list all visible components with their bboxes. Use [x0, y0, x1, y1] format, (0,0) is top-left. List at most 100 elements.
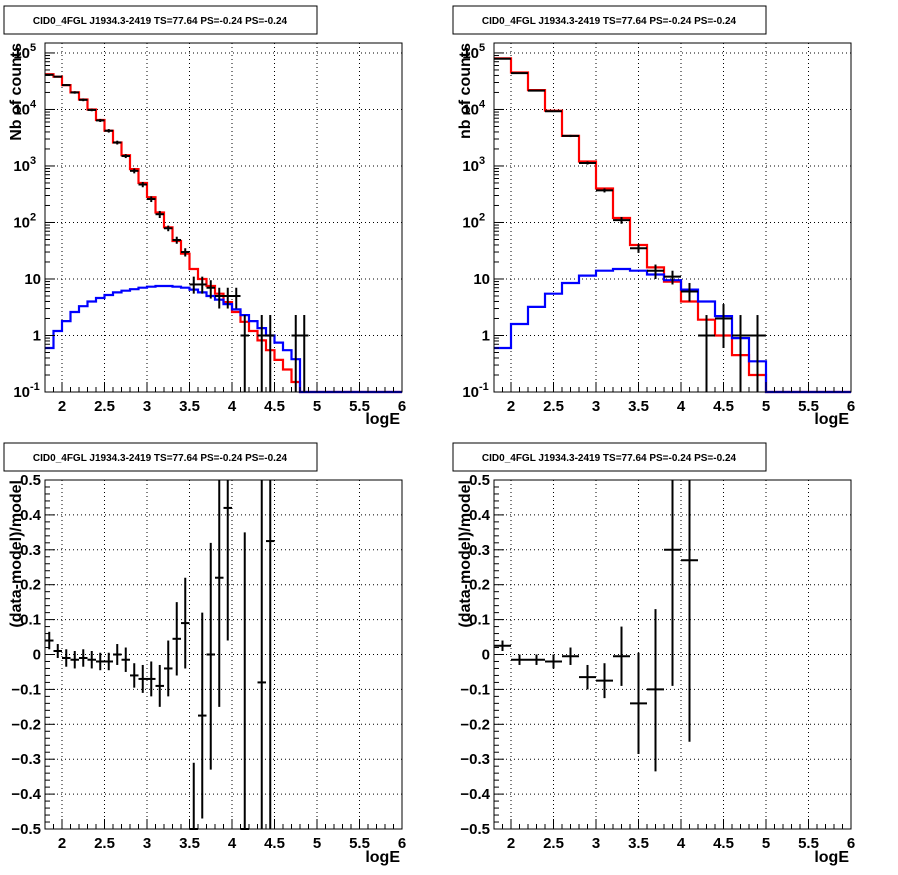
title-box: [452, 442, 767, 472]
x-tick-label: 5: [313, 398, 321, 415]
data-point: [62, 649, 71, 667]
data-point: [96, 118, 105, 122]
data-point: [232, 287, 241, 309]
data-point: [198, 612, 207, 819]
y-tick-label: −0.2: [460, 716, 490, 733]
x-tick-label: 2: [507, 398, 515, 415]
x-tick-label: 5.5: [349, 398, 370, 415]
x-tick-label: 6: [847, 835, 855, 852]
x-tick-label: 5: [762, 835, 770, 852]
source-model-line: [45, 284, 402, 394]
title-box: [452, 5, 767, 35]
y-tick-label: 10: [462, 214, 479, 231]
data-point: [181, 577, 190, 669]
x-tick-label: 4.5: [713, 835, 734, 852]
y-axis-label: Nb of counts: [8, 43, 25, 141]
data-point: [511, 72, 528, 75]
y-tick-label: 0.1: [20, 612, 41, 629]
x-tick-label: 3: [143, 835, 151, 852]
y-tick-label: 0.5: [469, 472, 490, 489]
counts-panel-left: CID0_4FGL J1934.3-2419 TS=77.64 PS=-0.24…: [3, 5, 406, 428]
x-tick-label: 4.5: [713, 398, 734, 415]
x-tick-label: 3.5: [628, 835, 649, 852]
x-tick-label: 3.5: [179, 835, 200, 852]
data-point: [53, 75, 62, 78]
data-point: [130, 663, 139, 688]
y-tick-label: 10: [13, 45, 30, 62]
y-tick-exponent: 4: [479, 98, 486, 110]
data-point: [545, 110, 562, 113]
data-point: [300, 315, 309, 392]
data-point: [130, 168, 139, 174]
data-point: [206, 542, 215, 770]
y-tick-label: 10: [462, 158, 479, 175]
y-tick-exponent: 3: [30, 155, 36, 167]
data-point: [206, 280, 215, 299]
y-tick-exponent: 3: [479, 155, 485, 167]
data-point: [266, 480, 275, 829]
y-tick-label: 0.2: [20, 577, 41, 594]
y-tick-exponent: 4: [30, 98, 37, 110]
y-tick-exponent: -1: [479, 381, 489, 393]
data-point: [664, 480, 681, 686]
chart-title: CID0_4FGL J1934.3-2419 TS=77.64 PS=-0.24…: [33, 453, 288, 464]
data-point: [732, 315, 749, 392]
residual-panel-right: CID0_4FGL J1934.3-2419 TS=77.64 PS=-0.24…: [452, 442, 855, 866]
y-tick-label: −0.3: [460, 751, 490, 768]
data-point: [87, 651, 96, 669]
data-point: [613, 216, 630, 224]
data-point: [562, 134, 579, 138]
x-tick-label: 5.5: [798, 398, 819, 415]
data-point: [181, 248, 190, 257]
data-point: [62, 84, 71, 87]
y-tick-label: 10: [13, 101, 30, 118]
chart-title: CID0_4FGL J1934.3-2419 TS=77.64 PS=-0.24…: [33, 16, 288, 27]
data-point: [96, 652, 105, 671]
axis-ticks: 2 2.5 3 3.5 4 4.5 5 5.5 6 −0.5 −0.4 −0.3 −0.2 −0.1 0 0.…: [11, 472, 406, 852]
y-tick-label: −0.4: [11, 786, 41, 803]
y-tick-label: 0.3: [469, 542, 490, 559]
data-point: [528, 89, 545, 92]
data-point: [70, 91, 79, 94]
data-point: [164, 640, 173, 697]
y-tick-label: 10: [13, 214, 30, 231]
model-series: [494, 57, 851, 394]
data-point: [223, 287, 232, 309]
y-tick-label: 0.2: [469, 577, 490, 594]
data-point: [596, 188, 613, 193]
total-model-line: [494, 57, 851, 394]
x-tick-label: 6: [398, 835, 406, 852]
data-points: [45, 480, 275, 830]
data-point: [240, 315, 249, 392]
data-points: [45, 73, 309, 392]
data-point: [87, 108, 96, 112]
data-point: [138, 182, 147, 188]
data-point: [223, 480, 232, 641]
data-point: [647, 609, 664, 772]
x-tick-label: 3: [592, 398, 600, 415]
data-point: [630, 652, 647, 754]
data-point: [579, 161, 596, 165]
data-point: [172, 602, 181, 676]
data-point: [545, 654, 562, 669]
data-point: [562, 647, 579, 665]
y-tick-label: −0.4: [460, 786, 490, 803]
data-point: [215, 287, 224, 309]
x-tick-label: 2.5: [543, 398, 564, 415]
data-point: [121, 154, 130, 159]
y-tick-label: 0.4: [20, 507, 42, 524]
y-tick-label: −0.2: [11, 716, 41, 733]
y-tick-label: 0.4: [469, 507, 491, 524]
chart-title: CID0_4FGL J1934.3-2419 TS=77.64 PS=-0.24…: [482, 16, 737, 27]
y-tick-exponent: 5: [479, 42, 485, 54]
y-axis-label: (data-model)/model: [8, 480, 25, 628]
y-tick-label: 0: [33, 647, 41, 664]
data-point: [53, 644, 62, 658]
x-tick-label: 4.5: [264, 835, 285, 852]
x-tick-label: 6: [398, 398, 406, 415]
y-tick-label: −0.1: [460, 681, 490, 698]
y-tick-label: 10: [24, 271, 41, 288]
data-point: [147, 661, 156, 697]
x-tick-label: 5: [762, 398, 770, 415]
